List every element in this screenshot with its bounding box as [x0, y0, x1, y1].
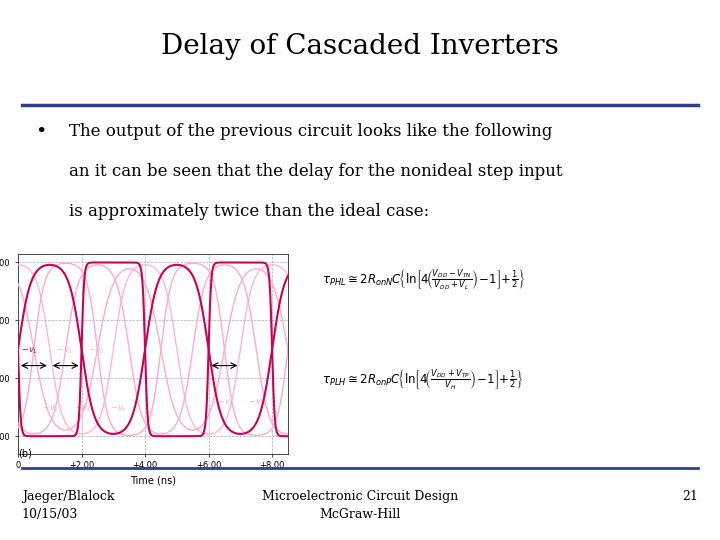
Text: $\tau_{PHL} \cong 2R_{onN}C\!\left\{\ln\!\left[4\!\left(\frac{V_{DD}-V_{TN}}{V_{: $\tau_{PHL} \cong 2R_{onN}C\!\left\{\ln\…: [322, 267, 526, 291]
Text: $-v_3$: $-v_3$: [217, 397, 234, 408]
Text: The output of the previous circuit looks like the following: The output of the previous circuit looks…: [69, 123, 552, 140]
Text: $-v_4$: $-v_4$: [73, 403, 91, 414]
Text: $-v_1$: $-v_1$: [21, 345, 38, 356]
Text: $-v_5$: $-v_5$: [248, 397, 266, 408]
Text: (b): (b): [18, 448, 32, 458]
Text: $\tau_{PLH} \cong 2R_{onP}C\!\left\{\ln\!\left[4\!\left(\frac{V_{DD}+V_{TP}}{V_H: $\tau_{PLH} \cong 2R_{onP}C\!\left\{\ln\…: [322, 367, 523, 391]
Text: $-v_3$: $-v_3$: [56, 345, 73, 356]
Text: is approximately twice than the ideal case:: is approximately twice than the ideal ca…: [69, 204, 429, 220]
X-axis label: Time (ns): Time (ns): [130, 476, 176, 486]
Text: $-v_5$: $-v_5$: [88, 345, 105, 356]
Text: $-v_6$: $-v_6$: [110, 403, 127, 414]
Text: $-v_2$: $-v_2$: [42, 403, 59, 414]
Text: Delay of Cascaded Inverters: Delay of Cascaded Inverters: [161, 33, 559, 60]
Text: •: •: [35, 123, 47, 141]
Text: an it can be seen that the delay for the nonideal step input: an it can be seen that the delay for the…: [69, 163, 562, 180]
Text: Jaeger/Blalock
10/15/03: Jaeger/Blalock 10/15/03: [22, 490, 114, 521]
Text: 21: 21: [683, 490, 698, 503]
Text: Microelectronic Circuit Design
McGraw-Hill: Microelectronic Circuit Design McGraw-Hi…: [262, 490, 458, 521]
